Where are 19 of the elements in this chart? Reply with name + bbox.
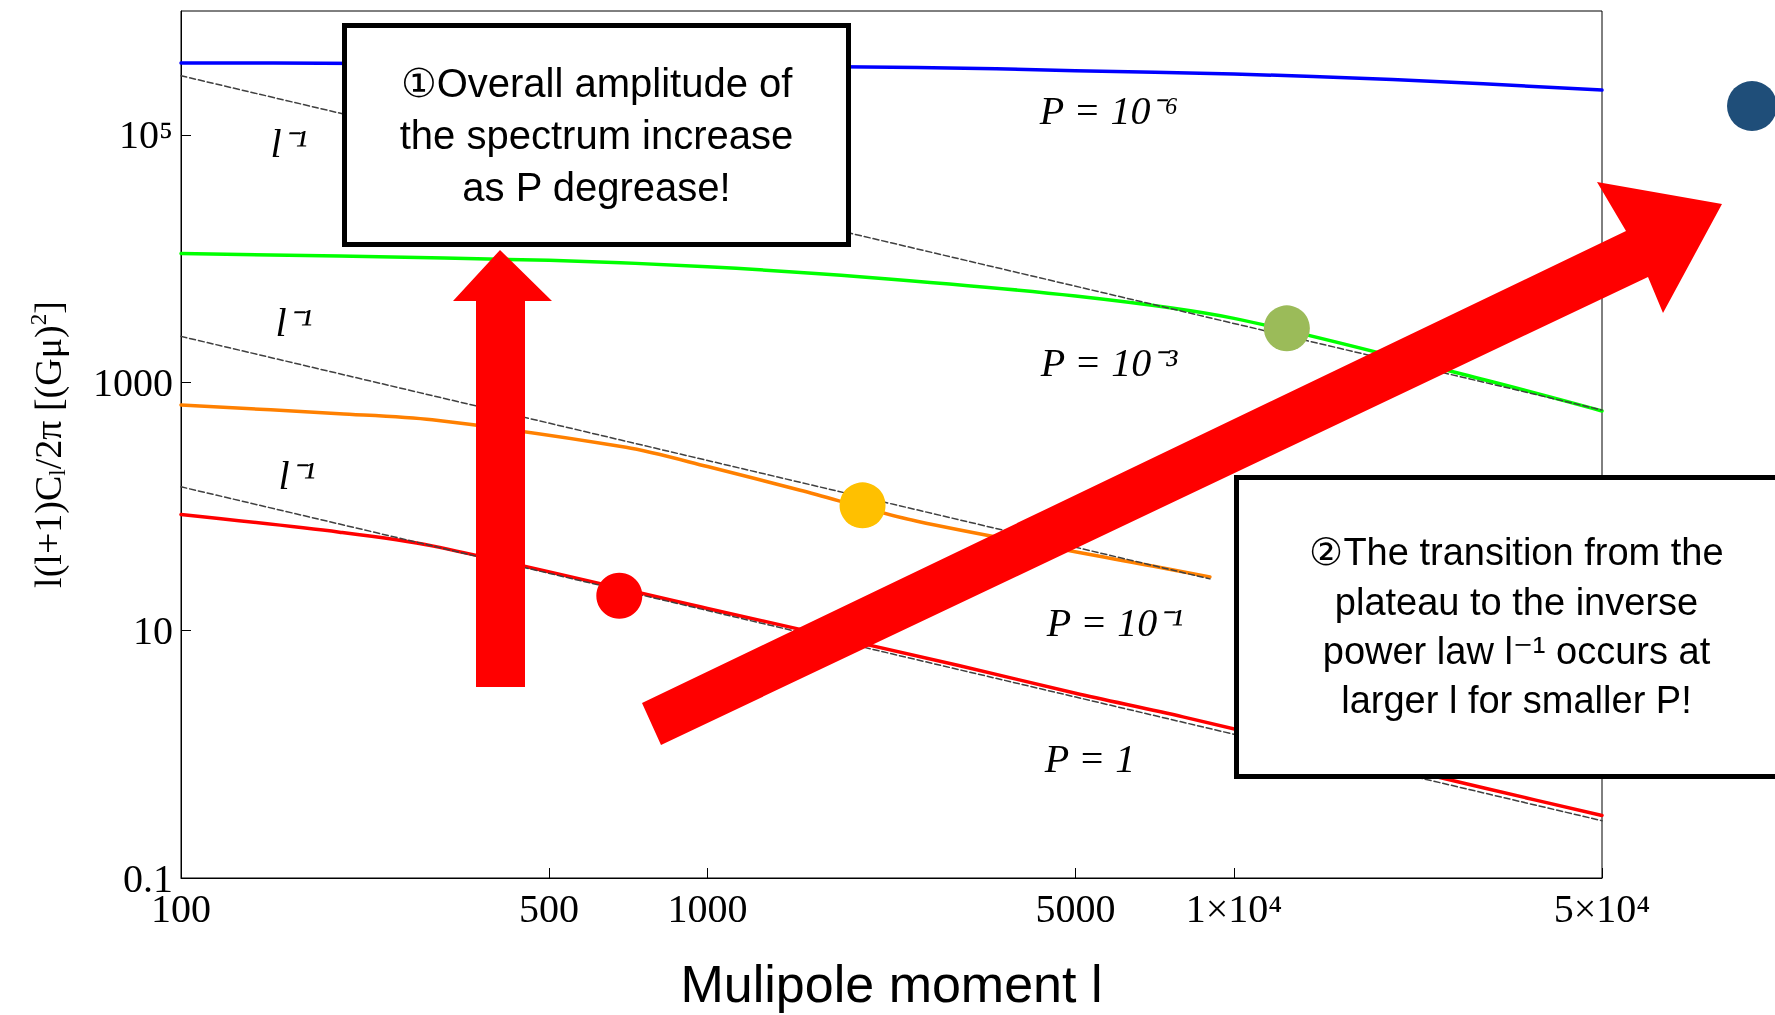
- x-tick-label: 500: [519, 885, 580, 931]
- x-axis-title: Mulipole moment l: [680, 955, 1103, 1013]
- x-tick-label: 5×10⁴: [1553, 885, 1651, 931]
- annotation: l⁻¹: [275, 298, 313, 347]
- annotation: ①Overall amplitude of the spectrum increase as P degrease!: [398, 60, 795, 211]
- y-tick-label: 10⁵: [119, 112, 173, 158]
- annotation: P = 1: [1044, 734, 1136, 782]
- annotation: l⁻¹: [278, 451, 316, 500]
- y-tick-label: 1000: [93, 360, 173, 406]
- y-tick-label: 10: [133, 607, 173, 653]
- x-tick-label: 5000: [1035, 885, 1116, 931]
- annotation: P = 10⁻³: [1040, 338, 1178, 387]
- x-tick-label: 1×10⁴: [1185, 885, 1283, 931]
- y-axis-title: l(l+1)Cl/2π [(Gμ)2]: [26, 301, 70, 588]
- annotation: ②The transition from the plateau to the inverse power law l⁻¹ occurs at larger l for smaller P!: [1308, 530, 1725, 724]
- annotation: P = 10⁻¹: [1046, 598, 1184, 647]
- annotation: P = 10⁻⁶: [1039, 86, 1179, 135]
- annotation: l⁻¹: [270, 119, 308, 168]
- x-tick-label: 1000: [667, 885, 748, 931]
